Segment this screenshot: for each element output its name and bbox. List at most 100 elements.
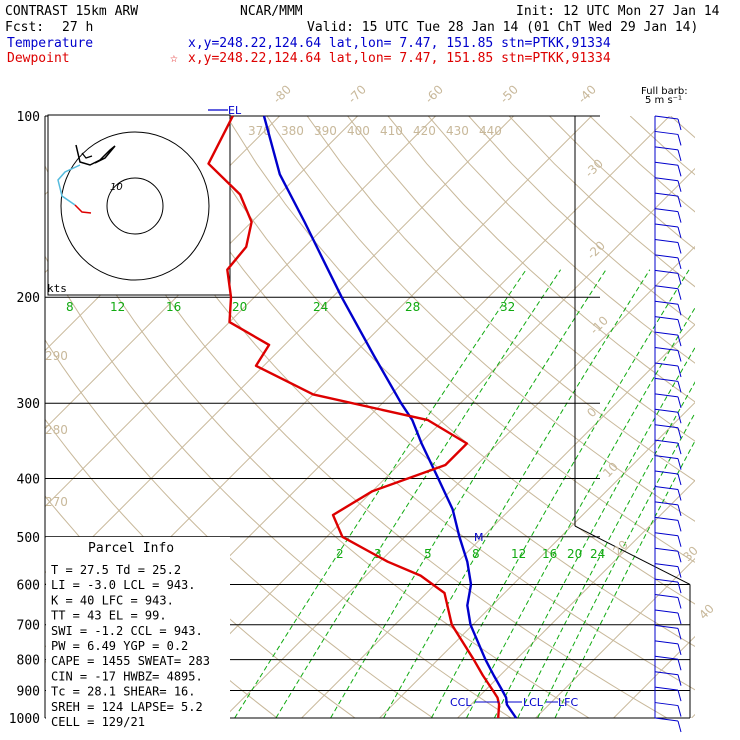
fcst-label: Fcst: <box>5 20 44 35</box>
wind-barb-flag <box>677 705 682 717</box>
wind-barb-shaft <box>654 516 679 521</box>
wind-barb-shaft <box>654 408 679 413</box>
isotherm-line <box>45 116 358 430</box>
dry-adiabat-line <box>226 116 695 563</box>
wind-barb-flag <box>677 720 682 733</box>
theta-label: 370 <box>248 124 271 138</box>
mixing-ratio-lines <box>234 269 695 718</box>
pressure-tick-labels: 100 200 300 400 500 600 700 800 900 1000 <box>9 110 40 727</box>
mixing-ratio-label: 2 <box>336 547 344 561</box>
pressure-label: 900 <box>17 684 40 699</box>
parcel-info-row: LI = -3.0 LCL = 943. <box>51 578 196 592</box>
theta-label: 290 <box>45 349 68 363</box>
theta-label: 440 <box>479 124 502 138</box>
pressure-label: 300 <box>17 397 40 412</box>
mixing-ratio-label: 16 <box>166 300 181 314</box>
isotherm-line <box>223 245 695 718</box>
isotherm-line <box>301 323 695 718</box>
wind-barb-shaft <box>654 609 679 614</box>
theta-label: 390 <box>314 124 337 138</box>
wind-barb-shaft <box>654 331 679 336</box>
theta-label: 400 <box>347 124 370 138</box>
hodograph-trace-upper <box>75 144 116 166</box>
mixing-ratio-label: 28 <box>405 300 420 314</box>
isotherm-line <box>613 635 695 718</box>
wind-barb-shaft <box>654 640 679 645</box>
wind-barb-shaft <box>654 146 679 151</box>
parcel-info-row: CIN = -17 HWBZ= 4895. <box>51 669 203 683</box>
isotherm-line <box>535 557 695 718</box>
wind-barb-flag <box>677 566 682 578</box>
parcel-info-panel: Parcel Info T = 27.5 Td = 25.2LI = -3.0 … <box>46 537 230 729</box>
wind-barb-flag <box>677 381 682 393</box>
mixing-ratio-label: 16 <box>542 547 557 561</box>
dry-adiabat-line <box>266 116 695 522</box>
wind-barb-flag <box>677 628 682 640</box>
wind-barb-shaft <box>654 594 679 599</box>
dewpoint-location: x,y=248.22,124.64 lat,lon= 7.47, 151.85 … <box>188 51 611 66</box>
wind-barb-flag <box>677 581 682 594</box>
mixing-ratio-line <box>430 269 690 718</box>
agency-label: NCAR/MMM <box>240 4 303 19</box>
wind-barb-shaft <box>654 300 679 305</box>
parcel-info-title: Parcel Info <box>88 541 174 556</box>
ccl-label: CCL <box>450 696 472 709</box>
wind-barb-flag <box>677 612 682 625</box>
wind-barb-shaft <box>654 455 679 460</box>
parcel-info-row: TT = 43 EL = 99. <box>51 609 167 623</box>
wind-barbs <box>654 115 682 733</box>
wind-barb-shaft <box>654 624 679 629</box>
wind-barb-shaft <box>654 208 679 213</box>
parcel-info-row: K = 40 LFC = 943. <box>51 593 174 607</box>
wind-barb-flag <box>677 273 682 285</box>
wind-barb-shaft <box>654 377 679 382</box>
parcel-info-row: SWI = -1.2 CCL = 943. <box>51 624 203 638</box>
pressure-label: 200 <box>17 291 40 306</box>
pressure-label: 100 <box>17 110 40 125</box>
wind-barb-shaft <box>654 161 679 166</box>
isotherm-line <box>45 116 436 508</box>
wind-barb-flag <box>677 242 682 254</box>
wind-barb-shaft <box>654 362 679 367</box>
mixing-ratio-label: 8 <box>66 300 74 314</box>
wind-barb-flag <box>677 334 682 347</box>
mixing-ratio-line <box>275 269 562 718</box>
wind-barb-flag <box>677 551 682 563</box>
wind-barb-shaft <box>654 702 679 707</box>
wind-barb-flag <box>677 196 682 208</box>
dewpoint-profile-line <box>207 115 501 719</box>
mixing-ratio-line <box>537 411 695 718</box>
lfc-label: LFC <box>558 696 578 709</box>
dry-adiabat-line <box>45 338 434 718</box>
wind-barb-flag <box>677 473 682 486</box>
init-time: Init: 12 UTC Mon 27 Jan 14 <box>516 4 720 19</box>
wind-barb-shaft <box>654 424 679 429</box>
dry-adiabat-line <box>549 116 695 250</box>
wind-barb-shaft <box>654 347 679 352</box>
wind-barb-flag <box>677 520 682 532</box>
barb-legend-units: 5 m s⁻¹ <box>645 95 682 106</box>
parcel-info-row: T = 27.5 Td = 25.2 <box>51 563 181 577</box>
theta-label: 420 <box>413 124 436 138</box>
dry-adiabat-line <box>45 164 590 718</box>
dry-adiabat-line <box>64 116 668 718</box>
mixing-ratio-label: 12 <box>511 547 526 561</box>
mixing-ratio-label: 24 <box>313 300 328 314</box>
wind-barb-flag <box>677 643 682 655</box>
wind-barb-flag <box>677 489 682 501</box>
mixing-ratio-label: 5 <box>424 547 432 561</box>
wind-barb-shaft <box>654 393 679 398</box>
wind-barb-flag <box>677 180 682 192</box>
hodograph-trace-mid <box>57 164 81 206</box>
lcl-label: LCL <box>523 696 544 709</box>
dry-adiabat-lines <box>45 116 695 718</box>
dewpoint-legend-label: Dewpoint <box>7 51 70 66</box>
hodograph-frame <box>47 114 231 296</box>
wind-barb-flag <box>677 597 682 609</box>
mixing-ratio-label: 12 <box>110 300 125 314</box>
wind-barb-shaft <box>654 238 679 243</box>
parcel-info-row: SREH = 124 LAPSE= 5.2 <box>51 700 203 714</box>
hodograph-outer-ring <box>60 131 210 281</box>
parcel-info-rows: T = 27.5 Td = 25.2LI = -3.0 LCL = 943.K … <box>51 563 210 729</box>
